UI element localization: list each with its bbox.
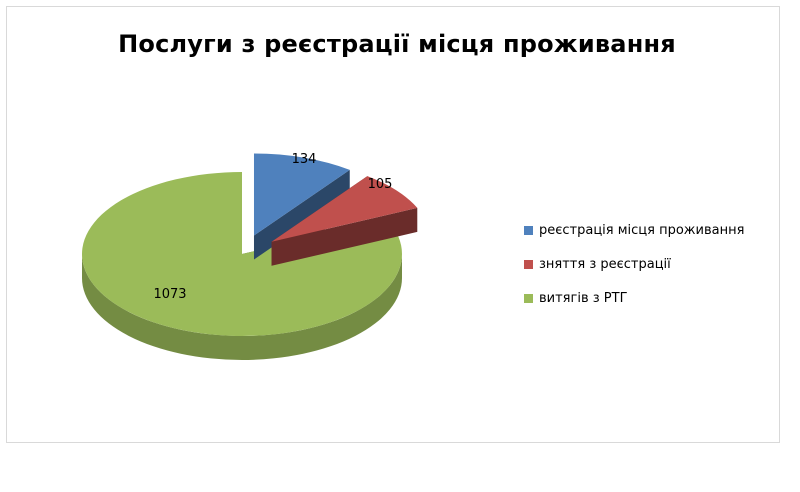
legend-item-extracts: витягів з РТГ [524,288,744,308]
legend-item-registration: реєстрація місця проживання [524,220,744,240]
legend-swatch-extracts [524,293,533,303]
slice-registration-top [253,153,350,236]
slice-registration [253,153,350,260]
slice-registration-edge-1 [253,169,350,260]
chart-legend: реєстрація місця проживання зняття з реє… [524,220,744,322]
slice-deregistration-edge-1 [271,207,418,266]
legend-label-deregistration: зняття з реєстрації [539,256,671,272]
slice-extracts-side [82,254,402,360]
legend-swatch-deregistration [524,259,533,269]
slice-extracts-top [82,172,402,336]
legend-swatch-registration [524,225,533,235]
legend-label-registration: реєстрація місця проживання [539,222,745,238]
data-label-deregistration: 105 [368,177,393,192]
data-label-extracts: 1073 [153,287,186,302]
slice-deregistration-top [271,176,418,242]
data-label-registration: 134 [292,152,317,167]
slice-deregistration [271,176,418,266]
legend-label-extracts: витягів з РТГ [539,290,628,306]
legend-item-deregistration: зняття з реєстрації [524,254,744,274]
chart-title: Послуги з реєстрації місця проживання [118,30,676,58]
